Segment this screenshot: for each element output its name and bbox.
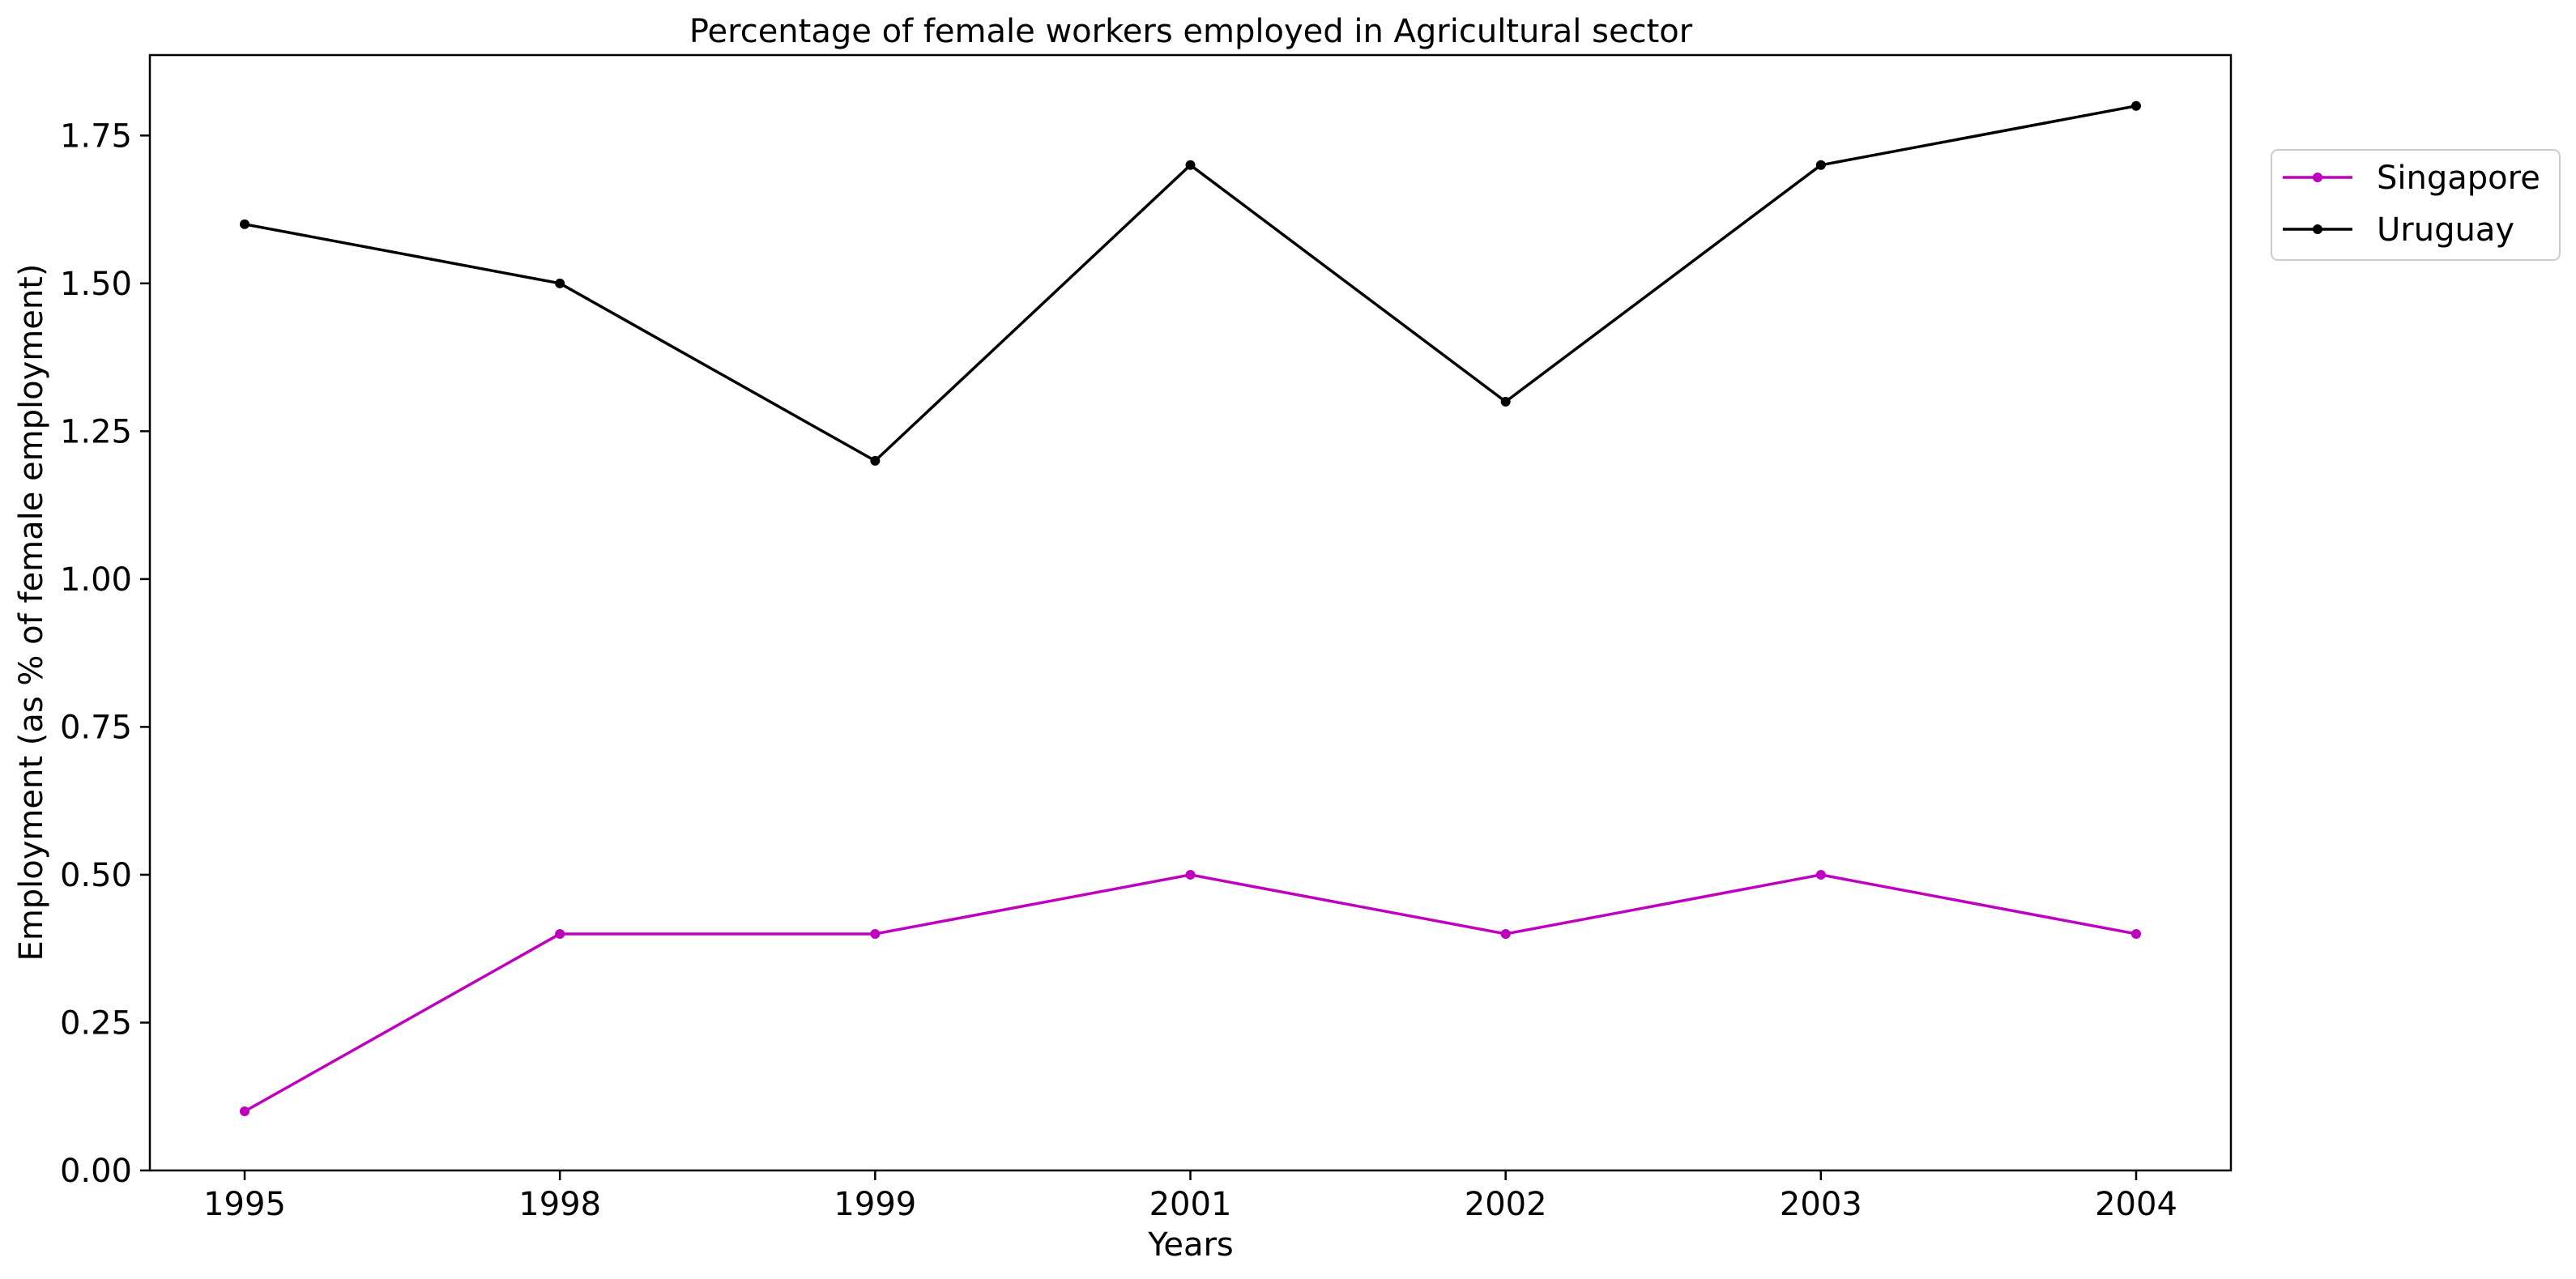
y-tick-label: 0.00 [60,1153,132,1190]
data-point-singapore [555,928,565,939]
series-line-singapore [244,873,2137,1113]
data-point-uruguay [1185,160,1196,170]
x-tick-label: 2002 [1465,1186,1547,1223]
data-point-singapore [1815,869,1826,880]
x-axis: 1995 1998 1999 2001 2002 2003 2004 [203,1170,2177,1223]
y-tick-label: 1.50 [60,266,132,303]
data-point-uruguay [870,455,881,466]
y-tick-label: 1.75 [60,117,132,155]
x-axis-label: Years [1147,1226,1234,1264]
data-point-singapore [2131,928,2141,939]
y-axis: 0.00 0.25 0.50 0.75 1.00 1.25 1.50 1.75 [60,117,150,1190]
x-tick-label: 2004 [2095,1186,2177,1223]
y-tick-label: 0.25 [60,1004,132,1042]
legend-marker [2313,224,2322,234]
data-point-uruguay [1815,160,1826,170]
series-layer [240,100,2141,1116]
chart-title: Percentage of female workers employed in… [689,13,1693,50]
y-tick-label: 1.00 [60,561,132,599]
data-point-uruguay [240,219,249,229]
data-point-singapore [1500,928,1511,939]
y-axis-label: Employment (as % of female employment) [13,264,50,961]
y-tick-label: 0.75 [60,709,132,746]
x-tick-label: 2003 [1780,1186,1862,1223]
y-tick-label: 0.50 [60,857,132,894]
legend: Singapore Uruguay [2271,149,2561,261]
x-tick-label: 1995 [203,1186,286,1223]
legend-label: Singapore [2377,160,2540,197]
data-point-uruguay [1500,396,1511,407]
x-tick-label: 1998 [518,1186,601,1223]
series-line-uruguay [244,104,2137,463]
x-tick-label: 1999 [834,1186,916,1223]
legend-marker [2313,173,2322,182]
data-point-singapore [1185,869,1196,880]
data-point-singapore [870,928,881,939]
data-point-singapore [240,1106,249,1116]
data-point-uruguay [2131,100,2141,111]
data-point-uruguay [555,278,565,288]
x-tick-label: 2001 [1149,1186,1232,1223]
y-tick-label: 1.25 [60,413,132,450]
legend-label: Uruguay [2377,211,2514,249]
plot-area [148,53,2233,1172]
